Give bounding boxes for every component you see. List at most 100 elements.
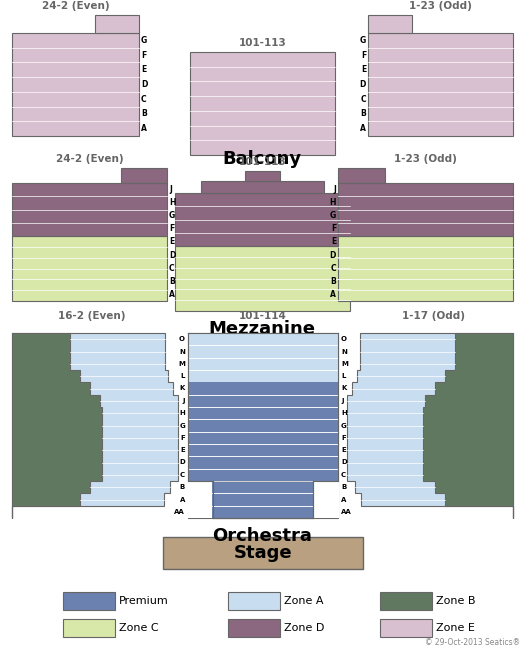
Text: Premium: Premium <box>119 596 169 606</box>
Polygon shape <box>347 333 513 518</box>
Text: N: N <box>341 348 347 354</box>
Text: M: M <box>341 361 348 367</box>
Text: AA: AA <box>174 509 185 515</box>
Text: H: H <box>169 198 175 207</box>
Text: E: E <box>341 447 346 453</box>
Text: C: C <box>180 472 185 478</box>
Bar <box>380 592 432 610</box>
Text: Zone E: Zone E <box>436 623 475 633</box>
Text: © 29-Oct-2013 Seatics®: © 29-Oct-2013 Seatics® <box>425 638 520 647</box>
Text: K: K <box>180 386 185 392</box>
Text: J: J <box>183 398 185 404</box>
Text: O: O <box>179 336 185 342</box>
Text: D: D <box>341 460 346 466</box>
Text: N: N <box>179 348 185 354</box>
Text: E: E <box>141 66 146 74</box>
Text: M: M <box>178 361 185 367</box>
Text: A: A <box>180 496 185 502</box>
Text: B: B <box>141 109 147 119</box>
Text: J: J <box>341 398 343 404</box>
Text: A: A <box>341 496 346 502</box>
Bar <box>163 537 363 569</box>
Text: Orchestra: Orchestra <box>212 527 312 545</box>
Bar <box>380 619 432 637</box>
Bar <box>187 481 212 518</box>
Text: O: O <box>341 336 347 342</box>
Text: Zone B: Zone B <box>436 596 476 606</box>
Bar <box>201 181 324 193</box>
Text: E: E <box>180 447 185 453</box>
Text: B: B <box>169 277 175 286</box>
Text: H: H <box>179 410 185 416</box>
Text: F: F <box>341 435 346 441</box>
Text: A: A <box>141 124 147 133</box>
Text: C: C <box>330 264 336 272</box>
Text: 24-2 (Even): 24-2 (Even) <box>41 1 109 11</box>
Text: F: F <box>361 50 366 60</box>
Text: G: G <box>179 422 185 428</box>
Text: D: D <box>360 80 366 89</box>
Bar <box>368 15 413 33</box>
Text: 1-23 (Odd): 1-23 (Odd) <box>409 1 472 11</box>
Text: B: B <box>180 484 185 490</box>
Bar <box>121 168 167 183</box>
Text: J: J <box>169 185 172 194</box>
Text: Stage: Stage <box>234 544 292 562</box>
Text: D: D <box>169 251 175 259</box>
Text: Balcony: Balcony <box>223 150 301 168</box>
Text: H: H <box>330 198 336 207</box>
Text: C: C <box>141 95 146 103</box>
Text: E: E <box>361 66 366 74</box>
Bar <box>338 168 384 183</box>
Text: 16-2 (Even): 16-2 (Even) <box>58 311 126 321</box>
Bar <box>188 333 338 481</box>
Text: F: F <box>169 225 174 233</box>
Bar <box>368 33 513 136</box>
Text: D: D <box>330 251 336 259</box>
Text: F: F <box>331 225 336 233</box>
Text: A: A <box>360 124 366 133</box>
Text: G: G <box>360 36 366 45</box>
Bar <box>175 246 350 311</box>
Text: D: D <box>179 460 185 466</box>
Text: 101-113: 101-113 <box>239 38 286 48</box>
Text: G: G <box>169 212 175 220</box>
Bar <box>245 171 280 181</box>
Text: C: C <box>169 264 175 272</box>
Text: Zone A: Zone A <box>284 596 323 606</box>
Bar <box>213 481 313 518</box>
Bar <box>94 15 139 33</box>
Text: 1-23 (Odd): 1-23 (Odd) <box>394 154 457 164</box>
Bar <box>12 33 139 136</box>
Bar <box>228 592 280 610</box>
Text: G: G <box>330 212 336 220</box>
Text: Zone D: Zone D <box>284 623 324 633</box>
Bar <box>338 236 513 301</box>
Text: B: B <box>341 484 346 490</box>
Text: J: J <box>333 185 336 194</box>
Text: AA: AA <box>341 509 352 515</box>
Text: H: H <box>341 410 346 416</box>
Bar <box>63 592 115 610</box>
Text: K: K <box>341 386 346 392</box>
Polygon shape <box>12 333 102 518</box>
Text: G: G <box>341 422 346 428</box>
Text: A: A <box>330 290 336 299</box>
Text: E: E <box>331 238 336 246</box>
Text: F: F <box>180 435 185 441</box>
Text: 101-113: 101-113 <box>239 157 286 167</box>
Bar <box>63 619 115 637</box>
Bar <box>338 183 513 236</box>
Text: 1-17 (Odd): 1-17 (Odd) <box>402 311 465 321</box>
Polygon shape <box>423 333 513 518</box>
Text: C: C <box>360 95 366 103</box>
Bar <box>188 383 338 518</box>
Bar <box>175 193 350 246</box>
Bar <box>228 619 280 637</box>
Text: B: B <box>330 277 336 286</box>
Bar <box>188 333 338 383</box>
Bar <box>12 183 167 236</box>
Bar <box>12 236 167 301</box>
Text: A: A <box>169 290 175 299</box>
Bar <box>188 333 338 383</box>
